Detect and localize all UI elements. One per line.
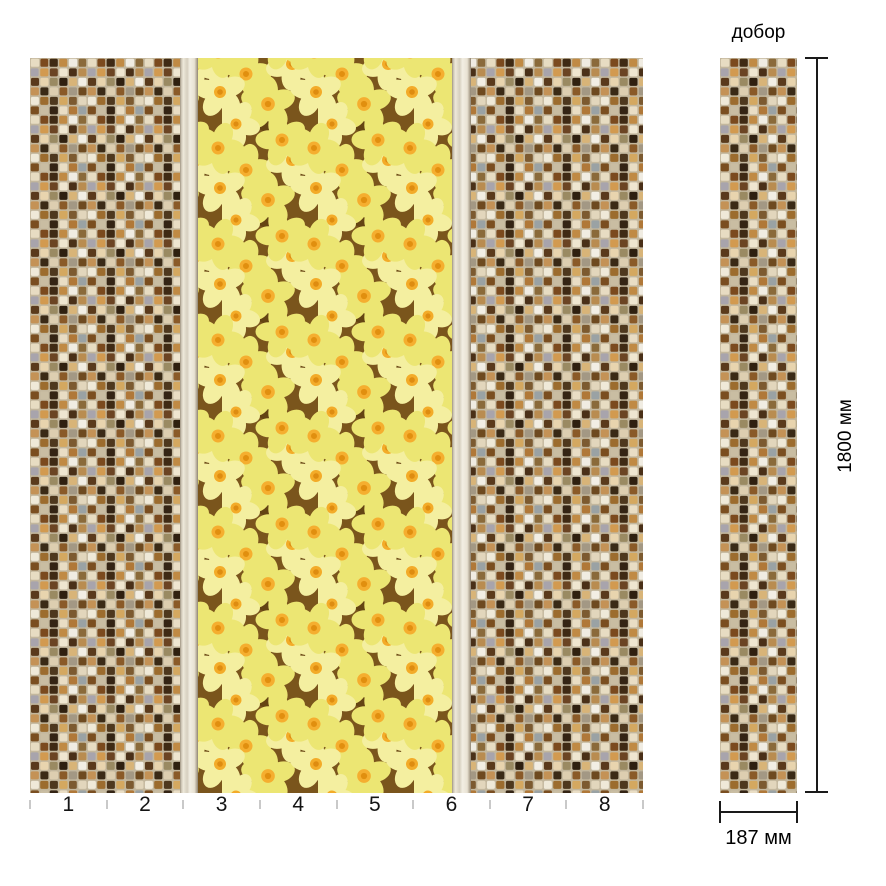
- ruler-number: 1: [62, 793, 75, 816]
- ruler-tick: [565, 800, 567, 809]
- ruler-number: 5: [368, 793, 381, 816]
- width-dimension-cap-right: [796, 801, 798, 823]
- ruler-number: 2: [139, 793, 151, 816]
- stone-section-left: [30, 58, 180, 793]
- height-dimension-label: 1800 мм: [835, 399, 856, 473]
- ruler-number: 8: [598, 793, 611, 816]
- moulding-strip-left: [180, 58, 198, 793]
- ruler-number: 4: [292, 793, 305, 816]
- ruler-tick: [182, 800, 184, 809]
- ruler-number: 3: [215, 793, 228, 816]
- flower-section: [198, 58, 452, 793]
- ruler-number: 6: [445, 793, 458, 816]
- moulding-strip-right: [452, 58, 471, 793]
- extension-stone-texture: [720, 58, 797, 793]
- ruler-tick: [412, 800, 414, 809]
- extension-panel-preview: [720, 58, 797, 793]
- ruler-tick: [259, 800, 261, 809]
- ruler-tick: [489, 800, 491, 809]
- extension-panel-texture: [720, 58, 797, 793]
- height-dimension-cap-bottom: [805, 791, 828, 793]
- stone-section-right: [471, 58, 643, 793]
- ruler-tick: [106, 800, 108, 809]
- width-dimension-label: 187 мм: [725, 827, 792, 849]
- ruler-tick: [336, 800, 338, 809]
- main-panel-texture: [30, 58, 643, 793]
- extension-piece-label: добор: [731, 22, 786, 43]
- ruler-tick: [29, 800, 31, 809]
- main-panel-preview: [30, 58, 643, 793]
- height-dimension-line: [816, 58, 818, 793]
- ruler-number: 7: [522, 793, 534, 816]
- width-dimension-line: [719, 811, 798, 813]
- ruler-tick: [642, 800, 644, 809]
- panel-ruler: 1 2 3 4 5 6 7 8: [30, 793, 643, 817]
